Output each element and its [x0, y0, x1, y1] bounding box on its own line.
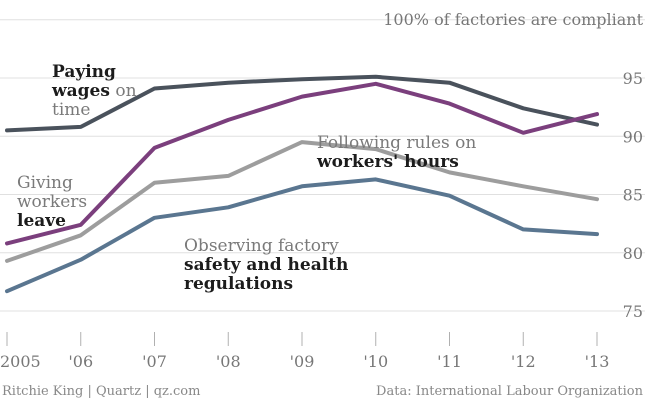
- series-label-part: regulations: [184, 274, 293, 294]
- axes: 95 90 85 80 75 2005 '06 '07 '08 '09 '10 '11 '12 '13: [0, 69, 643, 371]
- y-tick-label: 85: [623, 186, 643, 205]
- y-tick-label: 75: [623, 302, 643, 321]
- series-label-part: safety and health: [184, 255, 348, 275]
- y-tick-label: 90: [623, 127, 643, 146]
- series-label-part: on: [110, 81, 137, 101]
- series-line-3: [5, 140, 599, 263]
- series-label-part: Observing factory: [184, 236, 339, 256]
- x-tick-label: '08: [216, 352, 241, 371]
- y-tick-label: 95: [623, 69, 643, 88]
- series-label-part: time: [52, 100, 90, 120]
- series-label-part: Giving: [17, 173, 73, 193]
- series-line-4: [5, 177, 599, 294]
- x-tick-label: '09: [290, 352, 315, 371]
- x-tick-label: '12: [511, 352, 536, 371]
- x-tick-label: '07: [142, 352, 167, 371]
- x-tick-label: '11: [437, 352, 462, 371]
- series-label-1: Paying wages on time: [51, 62, 137, 120]
- series-line-1: [5, 74, 599, 133]
- source-text: Data: International Labour Organization: [376, 384, 644, 399]
- series-label-part: workers: [17, 192, 87, 212]
- series-label-part: Following rules on: [317, 133, 476, 153]
- series-labels: Paying wages on time Giving workers leave Foll…: [17, 62, 476, 294]
- series-label-part: Paying: [52, 62, 116, 82]
- y-tick-label: 80: [623, 244, 643, 263]
- series-label-part: wages: [51, 81, 110, 101]
- credit-text: Ritchie King | Quartz | qz.com: [2, 384, 200, 399]
- x-tick-label: '10: [363, 352, 388, 371]
- x-tick-label: '13: [585, 352, 610, 371]
- x-tick-label: '06: [68, 352, 93, 371]
- x-tick-label: 2005: [0, 352, 41, 371]
- series-lines: [5, 74, 599, 294]
- series-label-4: Observing factory safety and health regula…: [184, 236, 348, 294]
- series-label-part: workers' hours: [316, 152, 459, 172]
- series-label-2: Giving workers leave: [17, 173, 87, 231]
- series-label-3: Following rules on workers' hours: [316, 133, 476, 172]
- series-line-2: [5, 81, 599, 246]
- chart-title: 100% of factories are compliant: [383, 10, 643, 29]
- series-label-part: leave: [17, 211, 66, 231]
